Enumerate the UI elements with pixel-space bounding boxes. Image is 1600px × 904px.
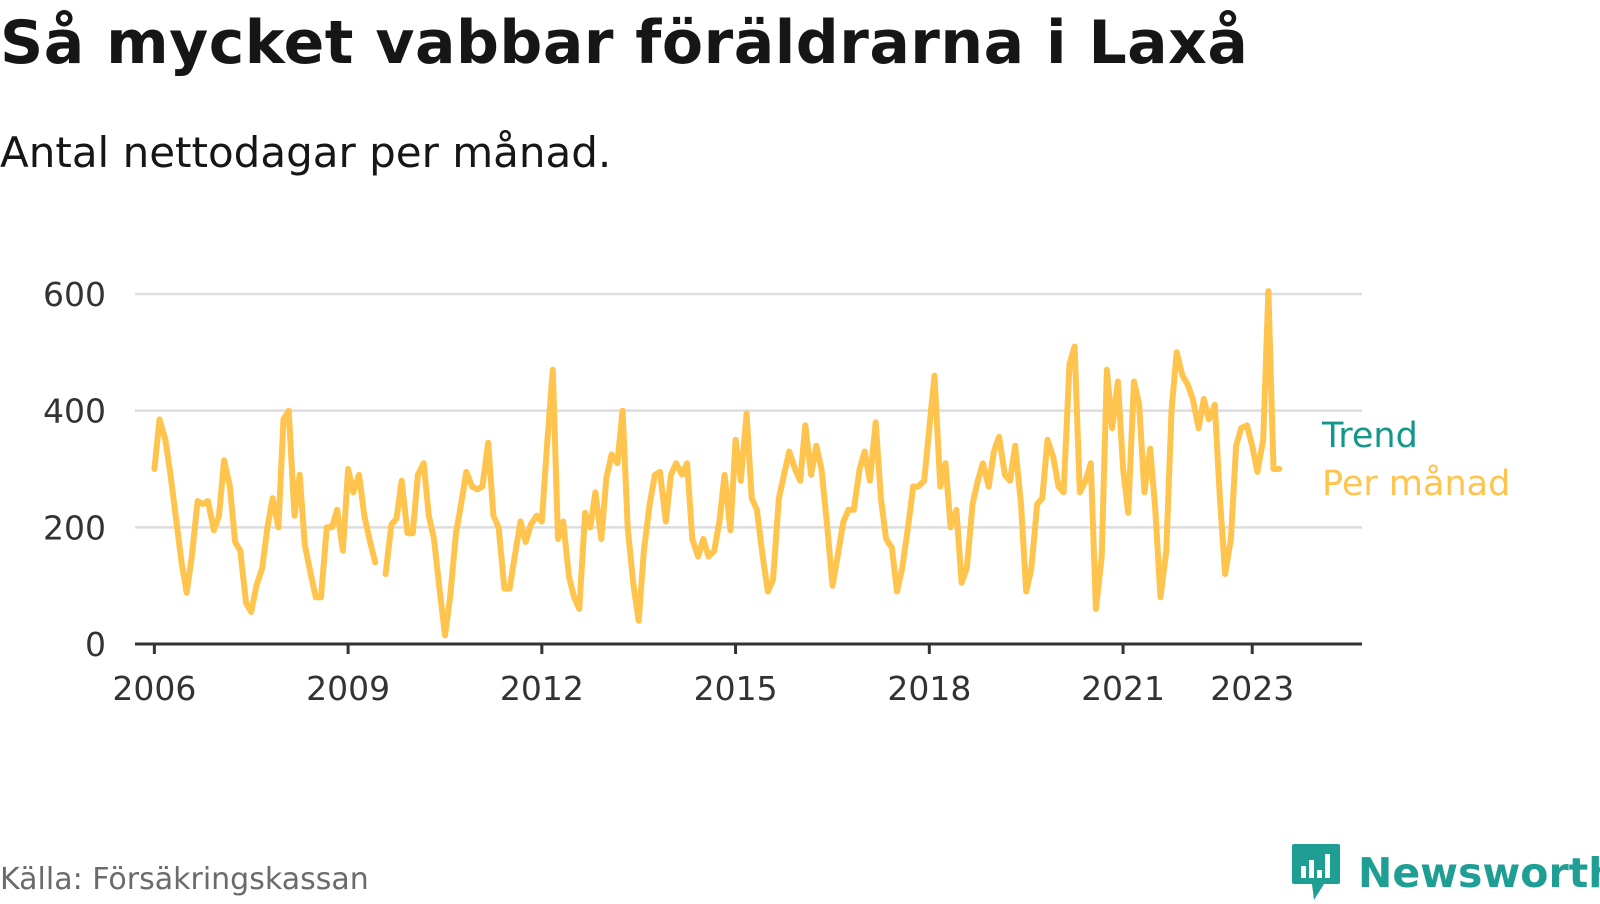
series-label-per-manad: Per månad xyxy=(1322,463,1510,504)
x-tick-label: 2021 xyxy=(1081,669,1165,708)
newsworthy-chart-bubble-icon xyxy=(1292,844,1340,900)
y-tick-label: 0 xyxy=(85,625,106,664)
x-tick-label: 2018 xyxy=(887,669,971,708)
series-lines xyxy=(151,288,1283,639)
series-line-per-manad-segment-1 xyxy=(382,288,1283,639)
series-label-trend: Trend xyxy=(1321,416,1418,456)
brand-logo: Newsworthy xyxy=(1290,842,1600,904)
brand-name: Newsworthy xyxy=(1358,849,1600,897)
chart-subtitle: Antal nettodagar per månad. xyxy=(0,128,612,177)
source-note: Källa: Försäkringskassan xyxy=(0,862,369,897)
y-tick-label: 200 xyxy=(43,508,106,547)
x-tick-label: 2012 xyxy=(500,669,584,708)
x-tick-label: 2006 xyxy=(112,669,196,708)
y-tick-label: 400 xyxy=(43,392,106,431)
x-tick-label: 2009 xyxy=(306,669,390,708)
axes: 0 200 400 600 2006 2009 2012 2015 2018 2021 2023 xyxy=(43,275,1362,708)
series-labels: Per månad Trend xyxy=(1321,416,1510,504)
chart-title: Så mycket vabbar föräldrarna i Laxå xyxy=(0,8,1249,78)
y-tick-label: 600 xyxy=(43,275,106,314)
x-tick-label: 2023 xyxy=(1210,669,1294,708)
x-tick-label: 2015 xyxy=(694,669,778,708)
series-line-per-manad-segment-0 xyxy=(151,407,379,615)
